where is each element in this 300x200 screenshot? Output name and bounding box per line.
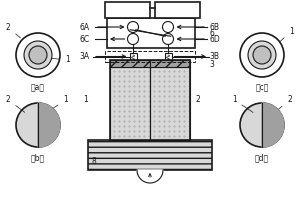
Bar: [110, 60, 190, 67]
Text: 1: 1: [47, 96, 68, 112]
Text: 1: 1: [49, 55, 70, 64]
Text: （b）: （b）: [31, 153, 45, 162]
Text: 2: 2: [195, 96, 200, 104]
Polygon shape: [137, 170, 163, 183]
Text: （d）: （d）: [255, 153, 269, 162]
Text: 1: 1: [279, 26, 294, 42]
Text: 6A: 6A: [79, 22, 89, 31]
Circle shape: [163, 33, 173, 45]
Bar: [88, 140, 212, 170]
Circle shape: [16, 103, 60, 147]
Bar: [105, 2, 150, 18]
Text: 1: 1: [232, 96, 253, 112]
Circle shape: [253, 46, 271, 64]
Circle shape: [16, 33, 60, 77]
Text: 8: 8: [91, 158, 96, 166]
Text: 3: 3: [209, 60, 214, 69]
Text: （a）: （a）: [31, 83, 45, 92]
Text: 6C: 6C: [79, 34, 89, 44]
Text: （c）: （c）: [255, 83, 269, 92]
Bar: [107, 18, 195, 48]
Circle shape: [29, 46, 47, 64]
Text: 3A: 3A: [79, 52, 89, 61]
Circle shape: [248, 41, 276, 69]
Text: 2: 2: [6, 23, 20, 38]
Bar: [110, 60, 190, 140]
Text: 3B: 3B: [209, 52, 219, 61]
Circle shape: [163, 21, 173, 32]
Text: 2: 2: [6, 96, 25, 112]
Polygon shape: [38, 103, 60, 147]
Text: 2: 2: [275, 96, 292, 112]
Bar: [130, 53, 136, 60]
Bar: [164, 53, 172, 60]
Bar: [155, 2, 200, 18]
Circle shape: [24, 41, 52, 69]
Circle shape: [128, 33, 139, 45]
Bar: [110, 67, 150, 140]
Circle shape: [240, 33, 284, 77]
Bar: [150, 67, 190, 140]
Text: 6: 6: [209, 28, 214, 38]
Text: 6B: 6B: [209, 22, 219, 31]
Circle shape: [128, 21, 139, 32]
Text: 6D: 6D: [209, 34, 220, 44]
Text: 1: 1: [83, 96, 88, 104]
Circle shape: [240, 103, 284, 147]
Polygon shape: [262, 103, 284, 147]
Bar: [105, 51, 195, 62]
